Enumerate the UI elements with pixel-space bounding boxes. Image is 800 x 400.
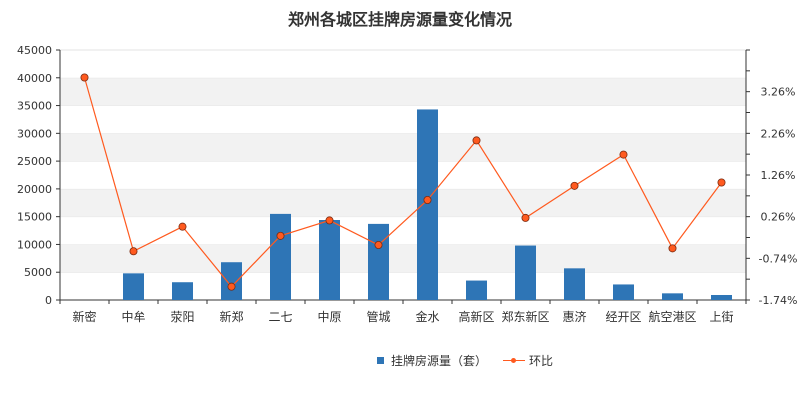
bar: [221, 262, 242, 300]
line-point: [325, 216, 334, 225]
line-point: [570, 181, 579, 190]
chart-title: 郑州各城区挂牌房源量变化情况: [287, 10, 512, 29]
x-tick-label: 中牟: [121, 309, 145, 324]
bar: [613, 284, 634, 300]
bar: [662, 293, 683, 300]
line-point: [423, 195, 432, 204]
right-tick-label: -1.74%: [759, 294, 798, 307]
right-tick-label: 1.26%: [761, 169, 796, 182]
grid-band: [60, 161, 746, 189]
bar: [466, 280, 487, 300]
bar: [270, 213, 291, 300]
grid-band: [60, 216, 746, 245]
line-point: [227, 282, 236, 291]
x-tick-label: 中原: [317, 309, 341, 324]
line-point: [129, 247, 138, 256]
legend-line-label: 环比: [529, 354, 554, 368]
right-tick-label: -0.74%: [759, 252, 798, 265]
x-tick-label: 金水: [415, 309, 439, 324]
left-tick-label: 10000: [17, 238, 52, 251]
legend-item-line[interactable]: 环比: [503, 352, 553, 369]
line-point: [521, 213, 530, 222]
grid-band: [60, 133, 746, 162]
right-tick-label: 0.26%: [761, 211, 796, 224]
legend-item-bar[interactable]: 挂牌房源量（套）: [377, 352, 487, 369]
x-tick-label: 航空港区: [648, 309, 696, 324]
x-tick-label: 新密: [72, 309, 96, 324]
right-tick-label: 2.26%: [761, 127, 796, 140]
left-tick-label: 45000: [17, 44, 52, 57]
left-tick-label: 30000: [17, 127, 52, 140]
line-point: [472, 136, 481, 145]
line-point: [717, 178, 726, 187]
grid-band: [60, 77, 746, 106]
grid-band: [60, 50, 746, 78]
grid-band: [60, 244, 746, 273]
line-point: [619, 150, 628, 159]
grid-band: [60, 272, 746, 300]
line-point: [276, 231, 285, 240]
bar: [123, 273, 144, 300]
bar: [564, 268, 585, 300]
left-tick-label: 15000: [17, 211, 52, 224]
line-point: [80, 73, 89, 82]
x-tick-label: 管城: [366, 309, 390, 324]
line-point: [374, 240, 383, 249]
x-tick-label: 郑东新区: [501, 309, 549, 324]
left-tick-label: 40000: [17, 72, 52, 85]
bar: [172, 282, 193, 300]
legend: 挂牌房源量（套） 环比: [0, 352, 800, 372]
grid-band: [60, 105, 746, 134]
bar: [319, 220, 340, 300]
x-tick-label: 上街: [709, 310, 733, 324]
bar: [711, 295, 732, 300]
left-tick-label: 0: [45, 294, 52, 307]
line-series: [83, 77, 722, 288]
line-point: [668, 244, 677, 253]
x-tick-label: 二七: [268, 310, 292, 324]
x-tick-label: 惠济: [562, 309, 586, 324]
bar: [368, 223, 389, 300]
left-tick-label: 20000: [17, 183, 52, 196]
right-tick-label: 3.26%: [761, 86, 796, 99]
grid-band: [60, 188, 746, 217]
x-tick-label: 高新区: [458, 309, 494, 324]
x-tick-label: 经开区: [605, 310, 641, 324]
bar: [515, 245, 536, 300]
line-point: [178, 222, 187, 231]
left-tick-label: 25000: [17, 155, 52, 168]
legend-bar-label: 挂牌房源量（套）: [391, 354, 488, 368]
x-tick-label: 荥阳: [170, 310, 194, 324]
legend-line-marker: [511, 358, 516, 363]
left-tick-label: 35000: [17, 100, 52, 113]
left-tick-label: 5000: [24, 266, 52, 279]
legend-bar-swatch: [377, 357, 384, 364]
bar: [417, 109, 438, 300]
x-tick-label: 新郑: [219, 309, 243, 324]
